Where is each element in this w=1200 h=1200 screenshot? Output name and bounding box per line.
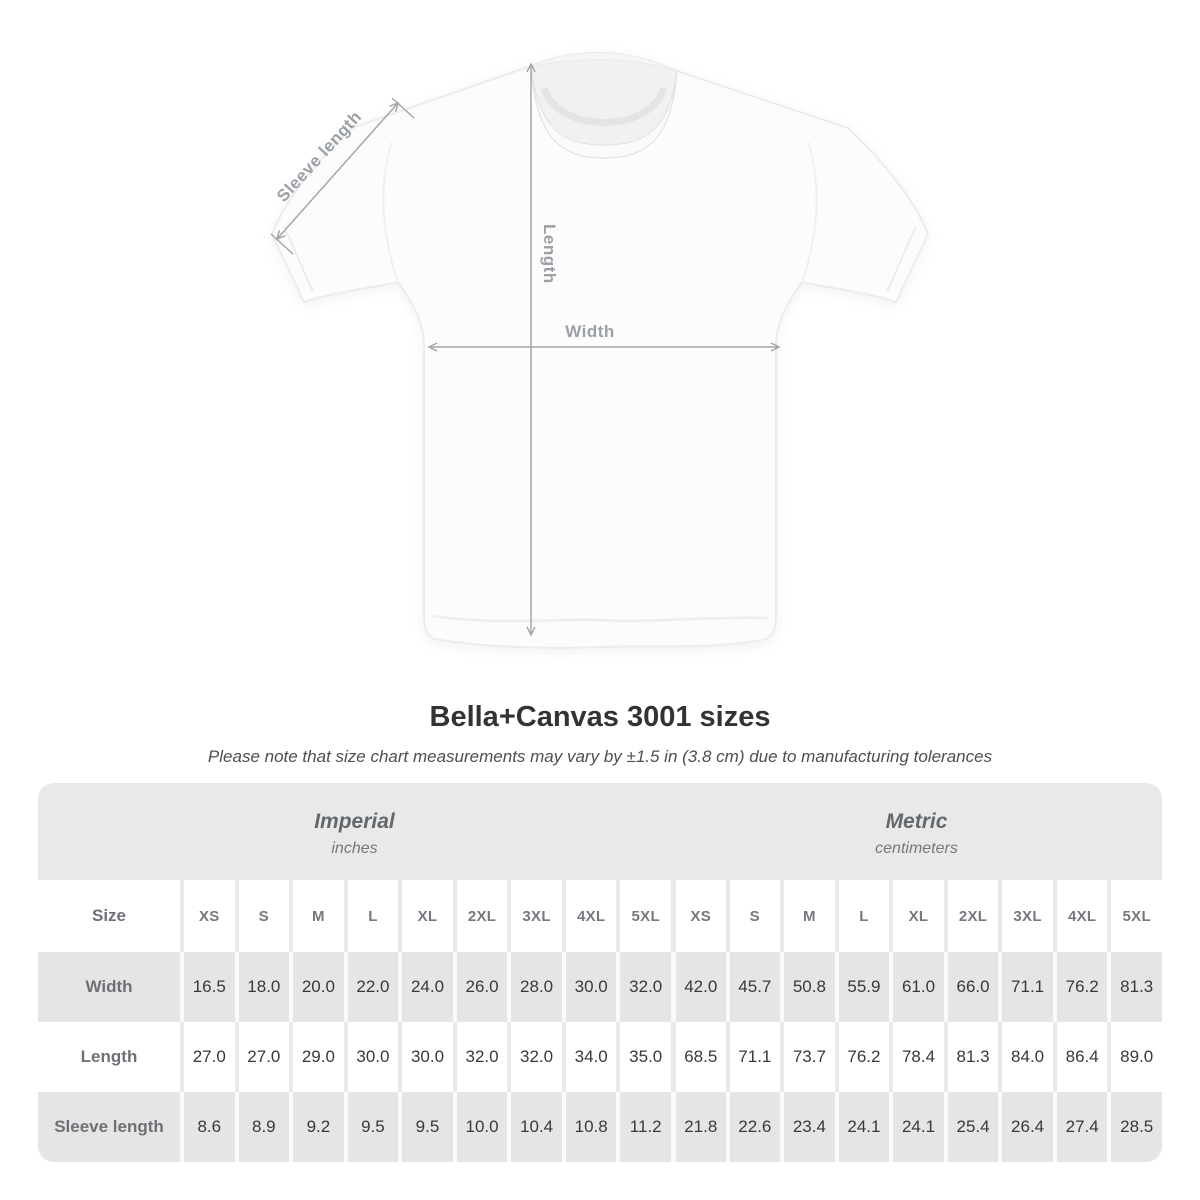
size-col-header: L [343,880,399,952]
imperial-title: Imperial [314,809,395,833]
size-row-label: Size [38,880,180,952]
table-cell: 22.0 [343,952,399,1022]
table-cell: 66.0 [943,952,999,1022]
tshirt-diagram: Sleeve length Length Width [270,51,929,649]
table-cell: 27.0 [234,1022,290,1092]
size-col-header: XL [889,880,944,952]
size-col-header: L [834,880,890,952]
table-cell: 8.9 [234,1092,290,1162]
size-col-header: 3XL [998,880,1053,952]
table-cell: 84.0 [998,1022,1053,1092]
width-label: Width [565,322,615,341]
size-col-header: 3XL [507,880,562,952]
metric-subtitle: centimeters [875,839,958,857]
table-cell: 21.8 [671,1092,726,1162]
collar-band [530,65,678,159]
table-cell: 45.7 [725,952,781,1022]
table-cell: 76.2 [834,1022,890,1092]
dimension-arrows [270,62,781,637]
size-col-header: 5XL [616,880,671,952]
collar-opening [531,52,677,144]
table-cell: 24.1 [889,1092,944,1162]
table-cell: 30.0 [561,952,617,1022]
size-col-header: 5XL [1107,880,1162,952]
table-cell: 86.4 [1052,1022,1108,1092]
table-cell: 26.0 [452,952,508,1022]
table-cell: 32.0 [616,952,671,1022]
table-cell: 10.8 [561,1092,617,1162]
table-cell: 61.0 [889,952,944,1022]
table-cell: 24.1 [834,1092,890,1162]
table-cell: 30.0 [398,1022,453,1092]
table-cell: 9.5 [398,1092,453,1162]
table-cell: 71.1 [998,952,1053,1022]
table-cell: 32.0 [452,1022,508,1092]
table-cell: 28.0 [507,952,562,1022]
table-cell: 42.0 [671,952,726,1022]
table-cell: 28.5 [1107,1092,1162,1162]
table-cell: 10.4 [507,1092,562,1162]
table-cell: 11.2 [616,1092,671,1162]
size-col-header: XS [180,880,235,952]
table-cell: 27.0 [180,1022,235,1092]
table-cell: 81.3 [943,1022,999,1092]
tshirt-silhouette [271,51,929,649]
table-cell: 27.4 [1052,1092,1108,1162]
size-col-header: 2XL [943,880,999,952]
size-col-header: 4XL [561,880,617,952]
sleeve-length-arrow [275,101,400,241]
table-cell: 89.0 [1107,1022,1162,1092]
size-col-header: 4XL [1052,880,1108,952]
table-cell: 35.0 [616,1022,671,1092]
table-cell: 22.6 [725,1092,781,1162]
table-cell: 20.0 [289,952,344,1022]
table-cell: 30.0 [343,1022,399,1092]
size-col-header: XL [398,880,453,952]
table-cell: 81.3 [1107,952,1162,1022]
table-cell: 68.5 [671,1022,726,1092]
table-cell: 8.6 [180,1092,235,1162]
metric-title: Metric [885,809,948,833]
size-col-header: 2XL [452,880,508,952]
size-col-header: S [234,880,290,952]
row-label-length: Length [38,1022,180,1092]
table-cell: 73.7 [780,1022,835,1092]
table-cell: 9.5 [343,1092,399,1162]
table-cell: 25.4 [943,1092,999,1162]
table-cell: 55.9 [834,952,890,1022]
table-cell: 34.0 [561,1022,617,1092]
table-cell: 18.0 [234,952,290,1022]
imperial-header: Imperial inches [38,783,671,880]
table-cell: 76.2 [1052,952,1108,1022]
size-col-header: M [289,880,344,952]
table-cell: 78.4 [889,1022,944,1092]
table-cell: 71.1 [725,1022,781,1092]
metric-header: Metric centimeters [671,783,1162,880]
size-col-header: S [725,880,781,952]
size-table: Imperial inches Metric centimeters Size … [38,783,1162,1162]
table-cell: 26.4 [998,1092,1053,1162]
table-cell: 9.2 [289,1092,344,1162]
size-col-header: XS [671,880,726,952]
table-cell: 29.0 [289,1022,344,1092]
row-label-width: Width [38,952,180,1022]
table-cell: 23.4 [780,1092,835,1162]
length-label: Length [540,224,559,284]
row-label-sleeve-length: Sleeve length [38,1092,180,1162]
page-title: Bella+Canvas 3001 sizes [429,701,771,733]
table-cell: 16.5 [180,952,235,1022]
table-cell: 10.0 [452,1092,508,1162]
table-cell: 32.0 [507,1022,562,1092]
size-col-header: M [780,880,835,952]
table-cell: 50.8 [780,952,835,1022]
tolerance-note: Please note that size chart measurements… [207,747,993,766]
table-cell: 24.0 [398,952,453,1022]
imperial-subtitle: inches [331,839,378,857]
